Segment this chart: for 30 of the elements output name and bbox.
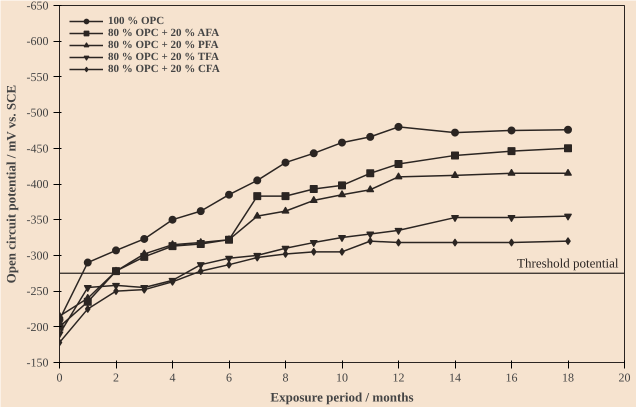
x-tick-label: 14 [449, 370, 461, 384]
x-tick-label: 12 [392, 370, 404, 384]
ref-line-label: Threshold potential [517, 255, 619, 270]
y-axis-title: Open circuit potential / mV vs. SCE [4, 84, 19, 284]
y-tick-label: -500 [26, 106, 49, 120]
x-tick-label: 16 [506, 370, 518, 384]
y-tick-label: -650 [26, 0, 49, 12]
y-tick-label: -200 [26, 320, 49, 334]
legend-label: 80 % OPC + 20 % AFA [108, 27, 220, 39]
y-tick-label: -350 [26, 212, 49, 227]
legend-label: 80 % OPC + 20 % TFA [108, 51, 219, 63]
x-tick-label: 10 [336, 370, 348, 384]
y-tick-label: -150 [26, 356, 49, 370]
x-tick-label: 8 [282, 370, 288, 384]
x-tick-label: 4 [170, 370, 176, 384]
y-tick-label: -250 [26, 284, 49, 298]
y-tick-label: -600 [26, 34, 49, 48]
x-tick-label: 6 [226, 370, 232, 384]
y-tick-label: -400 [26, 177, 49, 191]
legend-label: 80 % OPC + 20 % CFA [108, 63, 220, 75]
x-tick-label: 20 [618, 370, 630, 384]
x-tick-label: 0 [56, 370, 62, 384]
x-tick-label: 2 [113, 370, 119, 384]
x-tick-label: 18 [562, 370, 574, 384]
legend-label: 100 % OPC [108, 15, 164, 27]
legend-label: 80 % OPC + 20 % PFA [108, 39, 219, 51]
y-tick-label: -300 [26, 248, 49, 262]
x-axis-title: Exposure period / months [270, 390, 414, 404]
y-tick-label: -450 [26, 141, 49, 156]
y-tick-label: -550 [26, 70, 49, 84]
